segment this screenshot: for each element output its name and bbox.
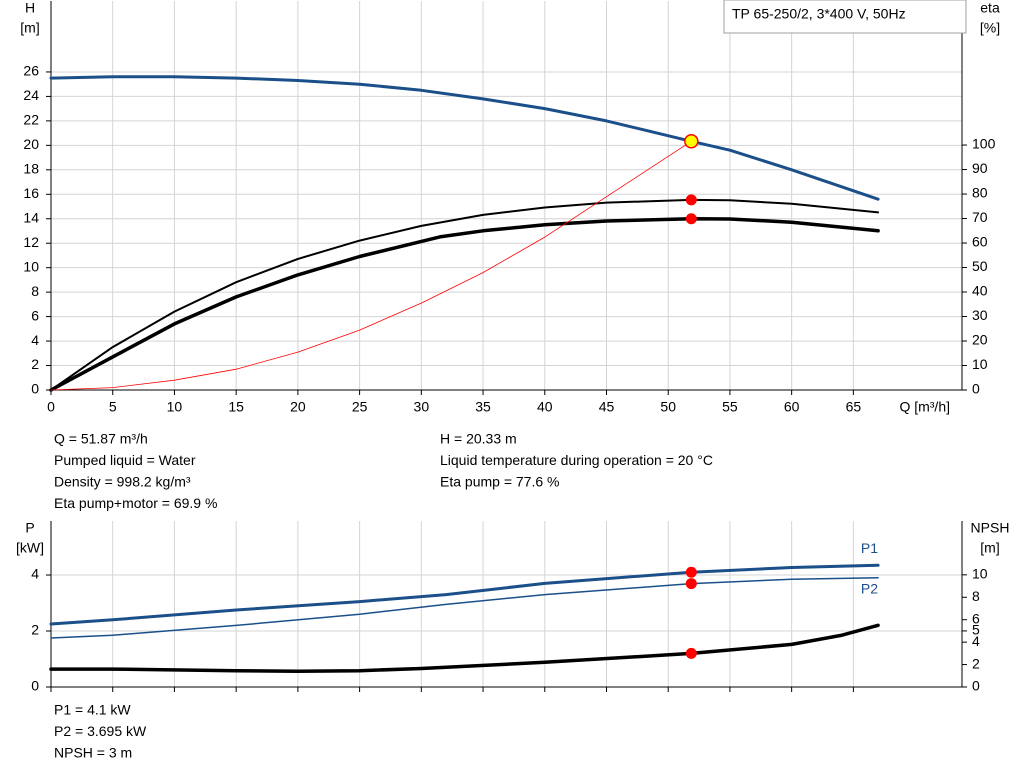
- y2-tick-label: 20: [972, 332, 988, 348]
- y2-tick-label: 70: [972, 209, 988, 225]
- x-tick-label: 30: [414, 399, 430, 415]
- x-tick-label: 50: [660, 399, 676, 415]
- y-tick-label: 4: [31, 566, 39, 582]
- info-text: Density = 998.2 kg/m³: [54, 474, 191, 490]
- operating-point: [684, 134, 699, 149]
- info-text: Eta pump+motor = 69.9 %: [54, 495, 217, 511]
- y-axis-unit: [m]: [20, 20, 39, 36]
- y-tick-label: 0: [31, 678, 39, 694]
- x-tick-label: 0: [47, 399, 55, 415]
- operating-point: [685, 566, 697, 578]
- y-tick-label: 12: [23, 234, 39, 250]
- y-axis-unit: [kW]: [16, 540, 44, 556]
- y-axis-label: P: [25, 520, 34, 536]
- y-axis-label: H: [25, 0, 35, 16]
- info-text: NPSH = 3 m: [54, 745, 132, 761]
- curve: [50, 577, 879, 639]
- info-text: Pumped liquid = Water: [54, 452, 196, 468]
- operating-point: [685, 194, 697, 206]
- y2-tick-label: 50: [972, 258, 988, 274]
- y-tick-label: 24: [23, 87, 39, 103]
- y-tick-label: 14: [23, 209, 39, 225]
- curve-label: P1: [861, 540, 878, 556]
- y-tick-label: 2: [31, 356, 39, 372]
- y2-tick-label: 30: [972, 307, 988, 323]
- x-tick-label: 45: [599, 399, 615, 415]
- x-tick-label: 65: [846, 399, 862, 415]
- curve: [49, 563, 880, 626]
- y-tick-label: 0: [31, 381, 39, 397]
- y-tick-label: 2: [31, 622, 39, 638]
- curve: [49, 623, 880, 674]
- info-text: Q = 51.87 m³/h: [54, 431, 148, 447]
- title-box: [723, 0, 967, 34]
- chart-title: TP 65-250/2, 3*400 V, 50Hz: [732, 6, 906, 22]
- y-tick-label: 16: [23, 185, 39, 201]
- y-tick-label: 18: [23, 161, 39, 177]
- curve-label: P2: [861, 581, 878, 597]
- x-tick-label: 55: [722, 399, 738, 415]
- y2-tick-label: 6: [972, 610, 980, 626]
- y2-tick-label: 10: [972, 356, 988, 372]
- y-tick-label: 20: [23, 136, 39, 152]
- y2-axis-unit: [m]: [980, 540, 999, 556]
- y2-tick-label: 2: [972, 655, 980, 671]
- y2-tick-label: 8: [972, 588, 980, 604]
- x-axis-label: Q [m³/h]: [899, 399, 950, 415]
- y2-tick-label: 100: [972, 136, 996, 152]
- y-tick-label: 4: [31, 332, 39, 348]
- y2-tick-label: 40: [972, 283, 988, 299]
- y2-tick-label: 0: [972, 381, 980, 397]
- x-tick-label: 20: [290, 399, 306, 415]
- x-tick-label: 10: [167, 399, 183, 415]
- curve: [50, 198, 880, 391]
- x-tick-label: 60: [784, 399, 800, 415]
- x-tick-label: 35: [475, 399, 491, 415]
- y2-tick-label: 0: [972, 678, 980, 694]
- y2-tick-label: 5: [972, 622, 980, 638]
- y-tick-label: 8: [31, 283, 39, 299]
- y-tick-label: 22: [23, 112, 39, 128]
- curve: [49, 75, 880, 201]
- y2-tick-label: 10: [972, 566, 988, 582]
- y2-axis-unit: [%]: [980, 20, 1000, 36]
- y2-tick-label: 80: [972, 185, 988, 201]
- info-text: H = 20.33 m: [440, 431, 517, 447]
- curve: [49, 217, 880, 392]
- x-tick-label: 5: [109, 399, 117, 415]
- info-text: P1 = 4.1 kW: [54, 702, 131, 718]
- info-text: Eta pump = 77.6 %: [440, 474, 559, 490]
- curve: [50, 140, 692, 391]
- y-tick-label: 26: [23, 63, 39, 79]
- y-tick-label: 6: [31, 307, 39, 323]
- x-tick-label: 40: [537, 399, 553, 415]
- operating-point: [685, 578, 697, 590]
- info-text: Liquid temperature during operation = 20…: [440, 452, 713, 468]
- x-tick-label: 25: [352, 399, 368, 415]
- x-tick-label: 15: [228, 399, 244, 415]
- y-tick-label: 10: [23, 258, 39, 274]
- operating-point: [685, 213, 697, 225]
- y2-tick-label: 4: [972, 633, 980, 649]
- info-text: P2 = 3.695 kW: [54, 723, 147, 739]
- y2-axis-label: NPSH: [971, 520, 1010, 536]
- y2-tick-label: 60: [972, 234, 988, 250]
- y2-axis-label: eta: [980, 0, 1000, 16]
- operating-point: [685, 647, 697, 659]
- y2-tick-label: 90: [972, 160, 988, 176]
